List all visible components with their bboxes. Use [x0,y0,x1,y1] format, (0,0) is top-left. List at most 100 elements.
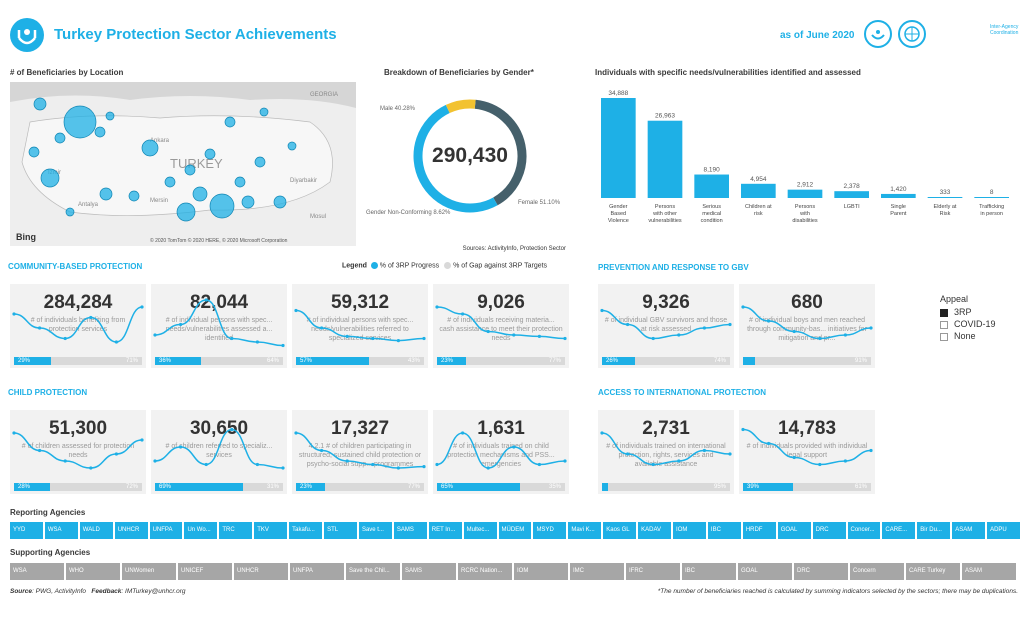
agency-tile[interactable]: GOAL [738,563,792,580]
map-bubble[interactable] [254,156,266,168]
map-bubble[interactable] [33,97,47,111]
agency-tile[interactable]: HRDF [742,522,776,539]
map-bubble[interactable] [54,132,66,144]
indicator-card-cbp4[interactable]: 9,026 # of individuals receiving materia.… [433,284,569,368]
map-bubble[interactable] [128,190,140,202]
agency-tile[interactable]: CARE Turkey [906,563,960,580]
appeal-option-none[interactable]: None [940,331,996,341]
map-bubble[interactable] [105,111,115,121]
agency-tile[interactable]: Save t... [358,522,392,539]
indicator-card-aip1[interactable]: 2,731 # of individuals trained on interna… [598,410,734,494]
agency-tile[interactable]: Concer... [847,522,881,539]
agency-tile[interactable]: RET In... [428,522,462,539]
agency-tile[interactable]: IOM [673,522,706,539]
needs-bar[interactable] [834,191,869,198]
agency-tile[interactable]: UNHCR [114,522,148,539]
map-bubble[interactable] [99,187,113,201]
agency-tile[interactable]: GOAL [777,522,811,539]
needs-bar[interactable] [741,183,776,198]
needs-bar[interactable] [647,120,683,198]
agency-tile[interactable]: TRC [219,522,253,539]
map-bubble[interactable] [273,195,287,209]
agency-tile[interactable]: WSA [10,563,64,580]
map-bubble[interactable] [234,176,246,188]
indicator-card-gbv2[interactable]: 680 # of individual boys and men reached … [739,284,875,368]
needs-bar[interactable] [974,197,1009,198]
donut-slice-gender-non-conforming[interactable] [445,99,476,114]
map-bubble[interactable] [94,126,106,138]
agency-tile[interactable]: IMC [570,563,624,580]
agency-tile[interactable]: IBC [707,522,741,539]
agency-tile[interactable]: MSYD [533,522,567,539]
map-bubble[interactable] [184,164,196,176]
indicator-card-aip2[interactable]: 14,783 # of individuals provided with ind… [739,410,875,494]
indicator-card-cbp3[interactable]: 59,312 # of individual persons with spec.… [292,284,428,368]
agency-tile[interactable]: Multec... [463,522,497,539]
needs-bar[interactable] [927,197,963,198]
agency-tile[interactable]: UNFPA [290,563,344,580]
appeal-option-covid[interactable]: COVID-19 [940,319,996,329]
beneficiaries-map[interactable]: TURKEY GEORGIA Ankara Antalya Mersin Diy… [10,82,356,246]
map-bubble[interactable] [209,193,235,219]
agency-tile[interactable]: UNICEF [178,563,232,580]
agency-tile[interactable]: Save the Chil... [346,563,400,580]
donut-label-male: Male 40.28% [380,106,416,112]
map-bubble[interactable] [63,105,97,139]
agency-tile[interactable]: IBC [682,563,736,580]
indicator-card-cbp2[interactable]: 82,044 # of individual persons with spec.… [151,284,287,368]
agency-tile[interactable]: UNWomen [122,563,176,580]
indicator-card-cp4[interactable]: 1,631 # of individuals trained on child p… [433,410,569,494]
map-bubble[interactable] [241,195,255,209]
agency-tile[interactable]: IFRC [626,563,680,580]
agency-tile[interactable]: ASAM [952,522,986,539]
agency-tile[interactable]: Takafu... [289,522,323,539]
agency-tile[interactable]: WSA [44,522,78,539]
agency-tile[interactable]: YYD [10,522,43,539]
agency-tile[interactable]: UNFPA [149,522,183,539]
map-bubble[interactable] [65,207,75,217]
agency-tile[interactable]: WALD [79,522,113,539]
agency-tile[interactable]: STL [324,522,357,539]
map-bubble[interactable] [259,107,269,117]
map-bubble[interactable] [192,186,208,202]
appeal-option-3rp[interactable]: 3RP [940,307,996,317]
agency-tile[interactable]: Mavi K... [568,522,602,539]
agency-tile[interactable]: CARE... [882,522,916,539]
donut-slice-female[interactable] [413,104,498,213]
agency-tile[interactable]: Un Wo... [184,522,218,539]
map-bubble[interactable] [28,146,40,158]
agency-tile[interactable]: TKV [254,522,288,539]
agency-tile[interactable]: Bir Du... [917,522,951,539]
agency-tile[interactable]: UNHCR [234,563,288,580]
needs-bar[interactable] [601,98,636,198]
map-bubble[interactable] [141,139,159,157]
agency-tile[interactable]: KADAV [638,522,672,539]
agency-tile[interactable]: SAMS [402,563,456,580]
indicator-card-cp1[interactable]: 51,300 # of children assessed for protect… [10,410,146,494]
map-bubble[interactable] [204,148,216,160]
map-bubble[interactable] [40,168,60,188]
agency-tile[interactable]: Concern [850,563,904,580]
agency-tile[interactable]: ADPU [987,522,1020,539]
needs-bar[interactable] [694,174,729,198]
agency-tile[interactable]: DRC [812,522,846,539]
needs-bar[interactable] [881,193,916,198]
map-bubble[interactable] [176,202,196,222]
indicator-card-cp3[interactable]: 17,327 4.2.1 # of children participating … [292,410,428,494]
agency-tile[interactable]: MÜDEM [498,522,532,539]
indicator-card-cp2[interactable]: 30,650 # of children referred to speciali… [151,410,287,494]
agency-tile[interactable]: DRC [794,563,848,580]
indicator-card-cbp1[interactable]: 284,284 # of individuals benefiting from … [10,284,146,368]
agency-tile[interactable]: ASAM [962,563,1016,580]
map-bubble[interactable] [224,116,236,128]
agency-tile[interactable]: SAMS [393,522,427,539]
donut-slice-male[interactable] [474,99,527,206]
map-bubble[interactable] [287,141,297,151]
agency-tile[interactable]: RCRC Nation... [458,563,512,580]
needs-bar[interactable] [787,189,823,198]
indicator-card-gbv1[interactable]: 9,326 # of individual GBV survivors and t… [598,284,734,368]
agency-tile[interactable]: WHO [66,563,120,580]
map-bubble[interactable] [164,176,176,188]
agency-tile[interactable]: Kaos GL [603,522,637,539]
agency-tile[interactable]: IOM [514,563,568,580]
